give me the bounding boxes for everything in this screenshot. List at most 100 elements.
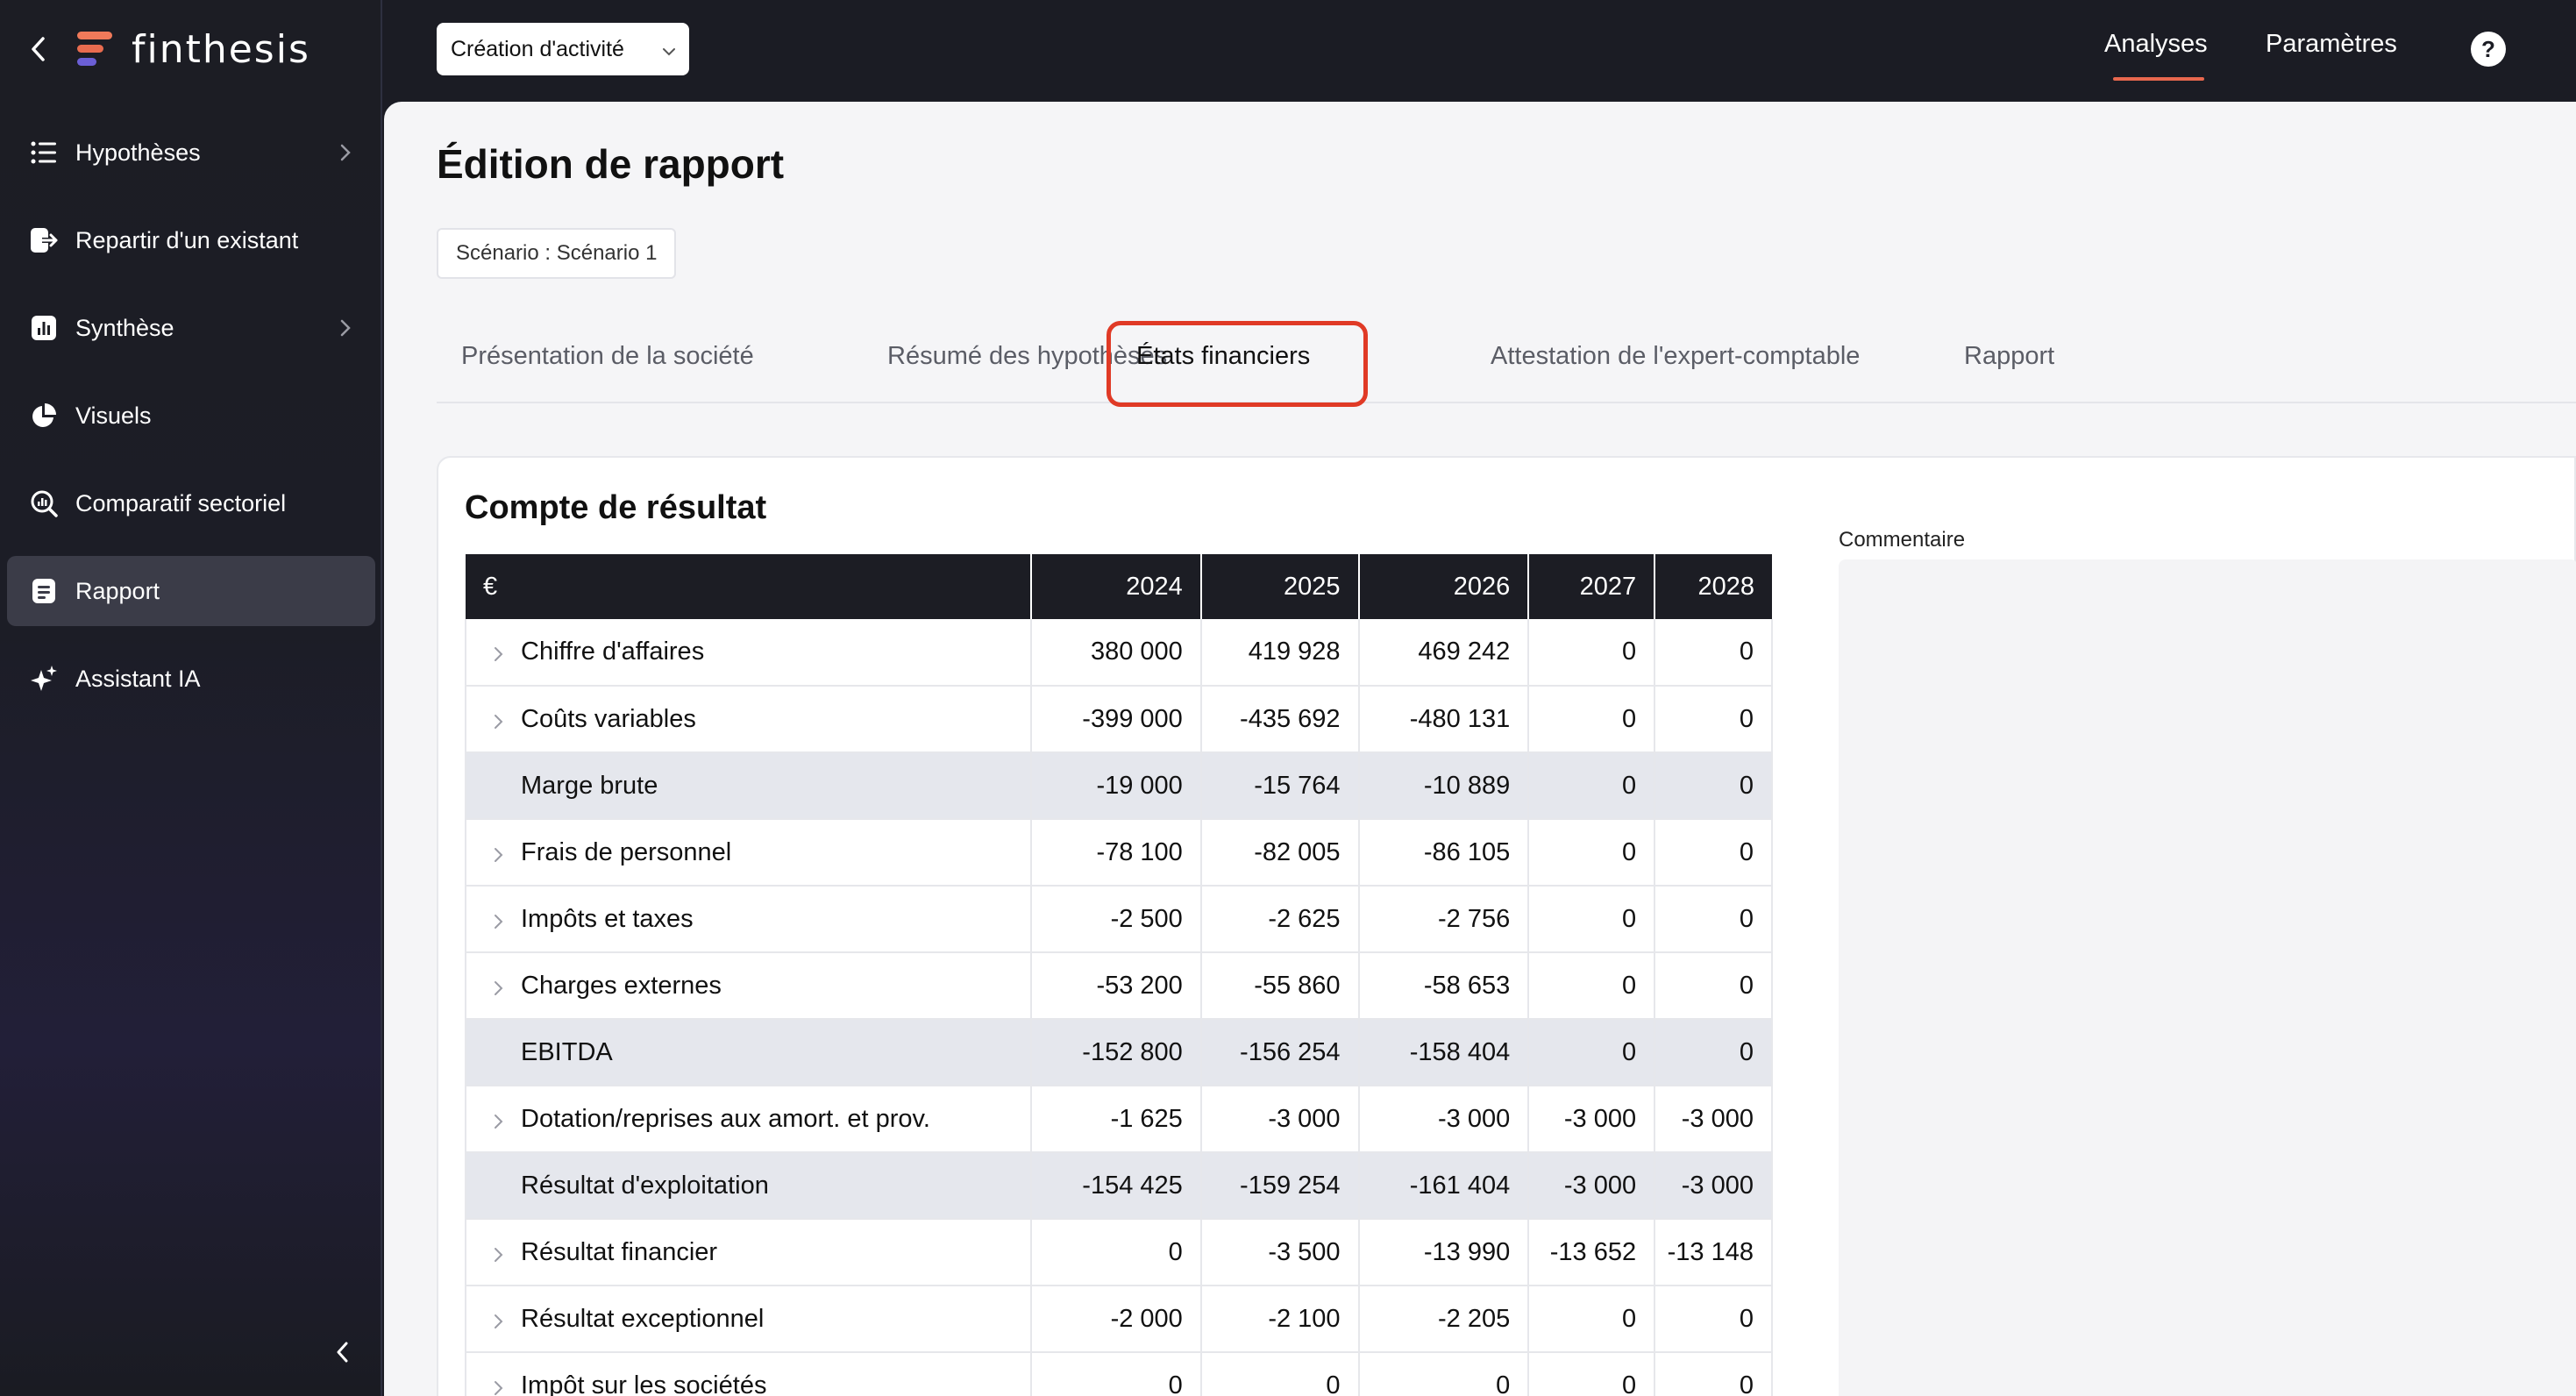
row-label: Impôt sur les sociétés <box>464 1352 1033 1396</box>
sidebar-item-label: Rapport <box>75 577 160 604</box>
expand-chevron-icon[interactable] <box>493 843 509 862</box>
tab-etats-financiers[interactable]: États financiers <box>1136 342 1311 370</box>
table-cell: -3 000 <box>1528 1086 1656 1153</box>
table-cell: 469 242 <box>1358 619 1530 687</box>
table-cell: -19 000 <box>1031 752 1202 820</box>
chevron-right-icon <box>331 314 359 342</box>
table-cell: -10 889 <box>1358 752 1530 820</box>
scenario-badge[interactable]: Scénario : Scénario 1 <box>437 228 677 279</box>
sidebar-item-rapport[interactable]: Rapport <box>7 556 375 626</box>
comment-textarea[interactable] <box>1839 559 2576 1396</box>
sidebar-item-assistant-ia[interactable]: Assistant IA <box>7 644 375 714</box>
table-row[interactable]: Impôts et taxes -2 500 -2 625 -2 756 0 0 <box>464 886 1773 953</box>
table-row[interactable]: Impôt sur les sociétés 0 0 0 0 0 <box>464 1352 1773 1396</box>
tab-rapport[interactable]: Rapport <box>1964 342 2055 370</box>
help-icon[interactable]: ? <box>2471 32 2506 67</box>
table-cell: -1 625 <box>1031 1086 1202 1153</box>
table-row[interactable]: Chiffre d'affaires 380 000 419 928 469 242 0… <box>464 619 1773 687</box>
table-cell: -2 756 <box>1358 886 1530 953</box>
sidebar-item-synthese[interactable]: Synthèse <box>7 293 375 363</box>
row-label-text: Résultat exceptionnel <box>521 1304 765 1333</box>
main-content: Édition de rapport Scénario : Scénario 1… <box>384 102 2576 1396</box>
sidebar-item-visuels[interactable]: Visuels <box>7 381 375 451</box>
table-cell: 0 <box>1528 1352 1656 1396</box>
table-row[interactable]: Coûts variables -399 000 -435 692 -480 131 0… <box>464 686 1773 753</box>
active-tab-highlight <box>1107 321 1368 407</box>
table-cell: 0 <box>1654 952 1773 1020</box>
row-label: Résultat financier <box>464 1219 1033 1286</box>
expand-chevron-icon[interactable] <box>493 976 509 995</box>
expand-chevron-icon[interactable] <box>493 1376 509 1395</box>
page-title: Édition de rapport <box>437 141 785 187</box>
sidebar: finthesis Hypothèses Repartir d'un exist… <box>0 0 382 1396</box>
project-select[interactable]: Création d'activité <box>437 23 689 75</box>
collapse-sidebar-icon[interactable] <box>324 1335 359 1370</box>
table-row[interactable]: Charges externes -53 200 -55 860 -58 653 0 0 <box>464 952 1773 1020</box>
sidebar-item-hypotheses[interactable]: Hypothèses <box>7 118 375 188</box>
table-cell: -3 000 <box>1200 1086 1360 1153</box>
table-row: Résultat d'exploitation -154 425 -159 254-… <box>464 1152 1773 1220</box>
active-tab-underline <box>2113 77 2204 81</box>
table-cell: 0 <box>1528 819 1656 887</box>
table-cell: -82 005 <box>1200 819 1360 887</box>
logo-text: finthesis <box>132 26 310 72</box>
table-cell: -2 100 <box>1200 1286 1360 1353</box>
year-header: 2026 <box>1358 554 1530 619</box>
table-cell: -154 425 <box>1031 1152 1202 1220</box>
expand-chevron-icon[interactable] <box>493 1109 509 1129</box>
sidebar-item-label: Comparatif sectoriel <box>75 489 287 516</box>
table-row[interactable]: Résultat exceptionnel -2 000 -2 100 -2 205 0… <box>464 1286 1773 1353</box>
row-label: EBITDA <box>464 1019 1033 1086</box>
row-label: Résultat exceptionnel <box>464 1286 1033 1353</box>
card-title: Compte de résultat <box>465 489 767 526</box>
table-row: EBITDA -152 800 -156 254 -158 404 0 0 <box>464 1019 1773 1086</box>
table-cell: 0 <box>1528 1019 1656 1086</box>
tab-attestation[interactable]: Attestation de l'expert-comptable <box>1491 342 1861 370</box>
back-chevron-icon[interactable] <box>25 23 51 75</box>
table-cell: 0 <box>1528 752 1656 820</box>
sidebar-nav: Hypothèses Repartir d'un existant Synthè… <box>7 118 375 731</box>
row-label-text: Chiffre d'affaires <box>521 637 705 666</box>
row-label: Dotation/reprises aux amort. et prov. <box>464 1086 1033 1153</box>
sidebar-item-label: Visuels <box>75 402 152 429</box>
table-cell: -2 625 <box>1200 886 1360 953</box>
sidebar-item-repartir[interactable]: Repartir d'un existant <box>7 205 375 275</box>
table-cell: -159 254 <box>1200 1152 1360 1220</box>
table-cell: -55 860 <box>1200 952 1360 1020</box>
tab-presentation[interactable]: Présentation de la société <box>461 342 754 370</box>
top-tab-analyses[interactable]: Analyses <box>2104 30 2208 58</box>
expand-chevron-icon[interactable] <box>493 1309 509 1328</box>
table-cell: 0 <box>1031 1219 1202 1286</box>
table-cell: -2 000 <box>1031 1286 1202 1353</box>
expand-chevron-icon[interactable] <box>493 909 509 929</box>
table-cell: -156 254 <box>1200 1019 1360 1086</box>
table-header-row: € 2024 2025 2026 2027 2028 <box>466 554 1772 619</box>
sidebar-item-comparatif[interactable]: Comparatif sectoriel <box>7 468 375 538</box>
chevron-right-icon <box>331 139 359 167</box>
sidebar-item-label: Synthèse <box>75 314 174 341</box>
table-row[interactable]: Dotation/reprises aux amort. et prov. -1 … <box>464 1086 1773 1153</box>
row-label-text: Charges externes <box>521 971 722 1000</box>
table-cell: -161 404 <box>1358 1152 1530 1220</box>
table-cell: 380 000 <box>1031 619 1202 687</box>
table-row[interactable]: Résultat financier 0 -3 500 -13 990 -13 652-… <box>464 1219 1773 1286</box>
table-cell: 0 <box>1654 819 1773 887</box>
table-cell: -435 692 <box>1200 686 1360 753</box>
table-cell: 0 <box>1654 886 1773 953</box>
expand-chevron-icon[interactable] <box>493 1243 509 1262</box>
row-label-text: Coûts variables <box>521 704 696 733</box>
table-cell: 0 <box>1358 1352 1530 1396</box>
table-body: Chiffre d'affaires 380 000 419 928 469 242 0… <box>464 619 1773 1396</box>
row-label-text: Marge brute <box>521 771 658 800</box>
sidebar-item-label: Assistant IA <box>75 665 201 692</box>
table-cell: -2 205 <box>1358 1286 1530 1353</box>
sidebar-item-label: Hypothèses <box>75 139 201 166</box>
table-cell: -13 990 <box>1358 1219 1530 1286</box>
expand-chevron-icon[interactable] <box>493 642 509 661</box>
row-label-text: EBITDA <box>521 1037 613 1066</box>
table-row[interactable]: Frais de personnel -78 100 -82 005 -86 105 0… <box>464 819 1773 887</box>
top-tab-parametres[interactable]: Paramètres <box>2266 30 2397 58</box>
tab-resume-hypotheses[interactable]: Résumé des hypothèses <box>887 342 1168 370</box>
expand-chevron-icon[interactable] <box>493 709 509 729</box>
table-cell: -480 131 <box>1358 686 1530 753</box>
